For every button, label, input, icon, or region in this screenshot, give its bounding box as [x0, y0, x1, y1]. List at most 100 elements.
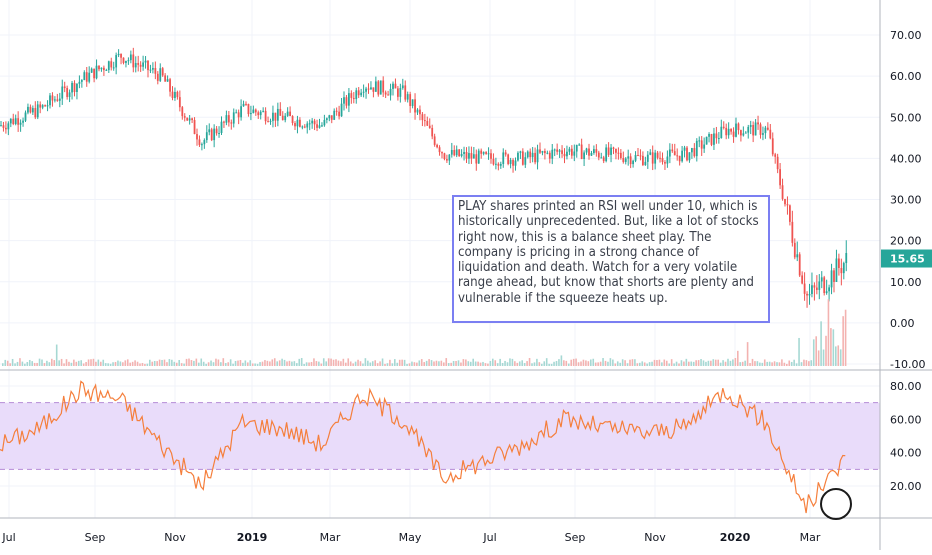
candle-body: [654, 152, 657, 164]
x-tick-label: Jul: [1, 531, 15, 544]
volume-bar: [773, 361, 776, 366]
candle-body: [568, 148, 571, 152]
candle-body: [56, 99, 59, 101]
candle-body: [198, 139, 201, 145]
candle-body: [551, 149, 554, 159]
price-tick-label: 60.00: [890, 70, 922, 83]
candle-body: [793, 242, 796, 258]
rsi-line: [0, 380, 846, 514]
x-tick-label: Sep: [85, 531, 106, 544]
candle-body: [144, 60, 147, 63]
volume-bar: [273, 358, 276, 366]
candle-body: [737, 123, 740, 131]
candle-body: [818, 281, 821, 290]
volume-bar: [465, 359, 467, 366]
volume-bar: [166, 362, 168, 366]
candle-body: [507, 154, 510, 164]
volume-bar: [457, 360, 460, 366]
candle-body: [629, 156, 632, 165]
volume-bar: [805, 360, 808, 366]
volume-bar: [100, 361, 102, 366]
candle-body: [619, 152, 622, 159]
candle-body: [666, 156, 669, 164]
volume-bar: [85, 362, 87, 366]
candle-body: [401, 85, 404, 89]
volume-bar: [394, 359, 396, 366]
volume-bar: [788, 360, 791, 366]
volume-bar: [68, 361, 70, 366]
volume-bar: [251, 363, 254, 366]
candle-body: [605, 147, 608, 162]
candle-body: [495, 163, 497, 165]
volume-bar: [839, 349, 842, 366]
volume-bar: [771, 362, 773, 366]
volume-bar: [347, 358, 350, 366]
candle-body: [88, 72, 91, 82]
volume-bar: [479, 362, 482, 366]
candle-body: [186, 117, 189, 121]
volume-bar: [305, 362, 308, 366]
volume-bar: [220, 362, 222, 366]
candle-body: [399, 88, 402, 97]
candle-body: [798, 254, 801, 276]
candle-body: [769, 129, 772, 139]
candle-body: [196, 134, 198, 140]
volume-bar: [63, 363, 65, 366]
candle-body: [34, 108, 37, 118]
volume-bar: [406, 363, 408, 366]
candle-body: [85, 72, 88, 82]
candle-body: [166, 79, 169, 82]
price-tick-label: 40.00: [890, 152, 922, 165]
volume-bar: [276, 361, 278, 366]
volume-bar: [509, 358, 511, 366]
candle-body: [257, 112, 260, 116]
volume-bar: [631, 359, 634, 366]
candle-body: [779, 169, 781, 186]
volume-bar: [33, 362, 36, 366]
candle-body: [725, 127, 728, 136]
candle-body: [78, 81, 81, 84]
volume-bar: [744, 360, 746, 366]
candle-body: [615, 148, 617, 153]
volume-bar: [526, 361, 528, 366]
candle-body: [272, 112, 274, 121]
candle-body: [29, 106, 32, 113]
candle-body: [299, 119, 301, 127]
candle-body: [556, 149, 559, 152]
candle-body: [664, 162, 666, 164]
candle-body: [639, 155, 642, 157]
volume-bar: [553, 361, 555, 366]
volume-bar: [322, 358, 325, 366]
candle-body: [754, 122, 757, 136]
volume-bar: [423, 362, 425, 366]
volume-bar: [440, 360, 443, 366]
candle-body: [125, 60, 127, 63]
candle-body: [735, 123, 737, 137]
x-tick-label: 2020: [720, 531, 751, 544]
candle-body: [68, 92, 71, 97]
candle-body: [828, 287, 830, 292]
candle-body: [36, 104, 39, 118]
volume-bar: [697, 360, 700, 366]
volume-bar: [531, 363, 533, 366]
volume-bar: [719, 362, 722, 366]
candle-body: [232, 112, 235, 124]
candle-body: [303, 126, 306, 128]
volume-bar: [688, 361, 690, 366]
candle-body: [12, 118, 15, 124]
candle-body: [546, 152, 549, 154]
volume-bar: [668, 363, 670, 366]
volume-bar: [712, 359, 715, 366]
candle-body: [152, 68, 154, 70]
volume-bar: [139, 363, 141, 366]
volume-bar: [751, 358, 754, 366]
volume-bar: [768, 361, 771, 366]
candle-body: [710, 134, 713, 145]
volume-bar: [227, 362, 229, 366]
candle-body: [700, 140, 703, 149]
candle-body: [610, 147, 612, 155]
candle-body: [649, 152, 652, 155]
volume-bar: [602, 358, 604, 366]
candle-body: [441, 152, 443, 154]
volume-bar: [756, 361, 759, 366]
